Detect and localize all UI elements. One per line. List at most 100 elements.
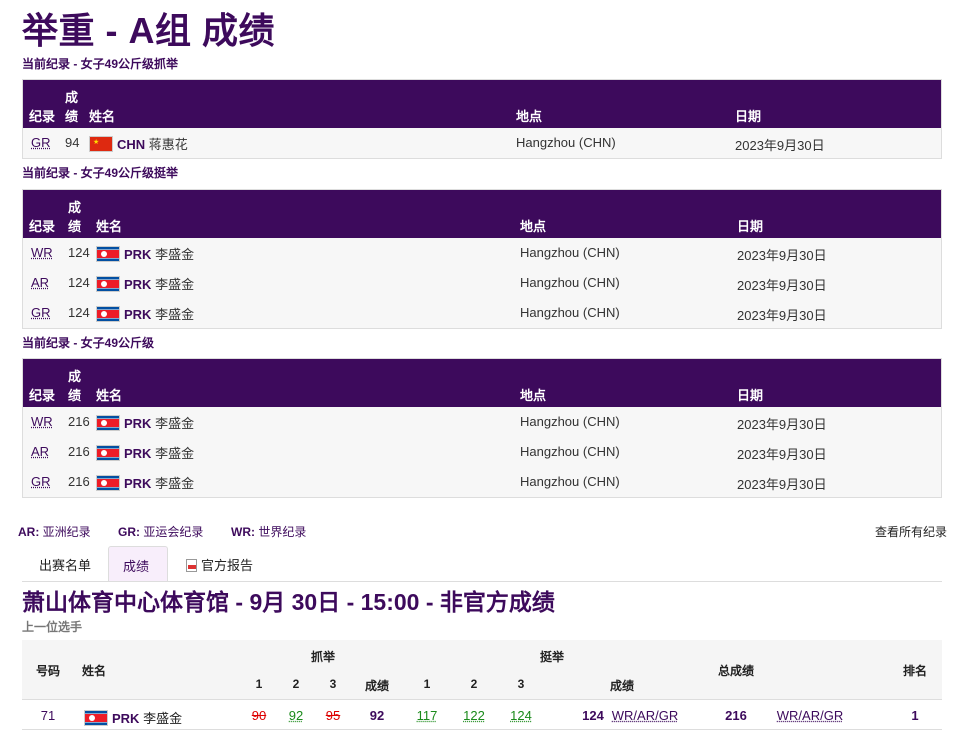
previous-athlete-link[interactable]: 上一位选手	[22, 620, 83, 634]
header-name: 姓名	[89, 109, 116, 124]
tab-start-list[interactable]: 出赛名单	[39, 558, 92, 573]
header-result: 成	[68, 369, 82, 384]
athlete[interactable]: PRK 李盛金	[96, 274, 194, 293]
record-table-title: 当前纪录 - 女子49公斤级抓举	[22, 57, 179, 71]
athlete[interactable]: CHN 蒋惠花	[89, 134, 188, 153]
record-table-header: 纪录 成 绩 姓名 地点 日期	[23, 359, 941, 407]
header-date: 日期	[735, 109, 762, 124]
header-attempt: 3	[517, 677, 525, 691]
record-result: 124	[68, 305, 90, 320]
snatch-result: 92	[369, 708, 385, 723]
tab-official-report[interactable]: 官方报告	[172, 546, 267, 581]
record-table: 纪录 成 绩 姓名 地点 日期 WR 216 PRK 李盛金 Hangzhou …	[22, 358, 942, 498]
record-date: 2023年9月30日	[735, 138, 825, 153]
view-all-records-link[interactable]: 查看所有纪录	[874, 525, 947, 539]
record-result: 124	[68, 245, 90, 260]
record-row: GR 124 PRK 李盛金 Hangzhou (CHN) 2023年9月30日	[23, 298, 941, 328]
header-date: 日期	[737, 388, 764, 403]
noc: PRK	[112, 711, 140, 726]
cj-result: 124	[582, 708, 604, 723]
header-snatch-result: 成绩	[364, 679, 390, 693]
header-name: 姓名	[81, 664, 107, 678]
page-title: 举重 - A组 成绩	[22, 10, 275, 51]
header-attempt: 1	[255, 677, 263, 691]
header-result: 成	[65, 90, 79, 105]
record-table-header: 纪录 成 绩 姓名 地点 日期	[23, 190, 941, 238]
record-date: 2023年9月30日	[737, 447, 827, 462]
athlete-name: 李盛金	[155, 416, 195, 431]
header-attempt: 2	[470, 677, 478, 691]
athlete[interactable]: PRK 李盛金	[96, 304, 194, 323]
record-abbr-link[interactable]: AR	[31, 275, 50, 290]
table-row[interactable]: 71 PRK 李盛金 90 92 95 92 117 122 124 124 W…	[22, 700, 942, 730]
legend-abbr: GR:	[118, 525, 140, 539]
header-date: 日期	[737, 219, 764, 234]
record-venue: Hangzhou (CHN)	[520, 474, 620, 489]
tab-results[interactable]: 成绩	[108, 546, 168, 581]
record-date: 2023年9月30日	[737, 278, 827, 293]
noc: PRK	[124, 476, 152, 491]
athlete[interactable]: PRK 李盛金	[96, 473, 194, 492]
record-venue: Hangzhou (CHN)	[520, 444, 620, 459]
athlete[interactable]: PRK 李盛金	[96, 244, 194, 263]
record-abbr-link[interactable]: AR	[31, 444, 50, 459]
header-name: 姓名	[96, 219, 123, 234]
header-venue: 地点	[520, 388, 547, 403]
prk-flag-icon	[96, 276, 120, 292]
record-venue: Hangzhou (CHN)	[516, 135, 616, 150]
record-venue: Hangzhou (CHN)	[520, 414, 620, 429]
prk-flag-icon	[96, 415, 120, 431]
legend-ar: AR: 亚洲纪录	[18, 523, 91, 540]
cj-records-link[interactable]: WR/AR/GR	[611, 708, 679, 723]
record-abbr-link[interactable]: GR	[31, 474, 51, 489]
record-table: 纪录 成 绩 姓名 地点 日期 GR 94 CHN 蒋惠花 Hangzhou (…	[22, 79, 942, 159]
total: 216	[725, 708, 747, 723]
athlete[interactable]: PRK 李盛金	[96, 413, 194, 432]
legend-text: 亚运会纪录	[143, 525, 204, 539]
cj-attempt-3: 124	[510, 708, 532, 723]
snatch-attempt-1: 90	[251, 708, 267, 723]
record-date: 2023年9月30日	[737, 308, 827, 323]
record-row: AR 216 PRK 李盛金 Hangzhou (CHN) 2023年9月30日	[23, 437, 941, 467]
total-records-link[interactable]: WR/AR/GR	[776, 708, 844, 723]
legend-gr: GR: 亚运会纪录	[118, 523, 203, 540]
noc: PRK	[124, 277, 152, 292]
record-table: 纪录 成 绩 姓名 地点 日期 WR 124 PRK 李盛金 Hangzhou …	[22, 189, 942, 329]
noc: PRK	[124, 416, 152, 431]
cj-attempt-1: 117	[416, 708, 438, 723]
cj-attempt-2: 122	[463, 708, 485, 723]
header-result: 绩	[68, 219, 82, 234]
rank: 1	[911, 708, 919, 723]
prk-flag-icon	[96, 475, 120, 491]
record-abbr-link[interactable]: GR	[31, 305, 51, 320]
legend-abbr: AR:	[18, 525, 40, 539]
header-record: 纪录	[29, 388, 56, 403]
noc: PRK	[124, 446, 152, 461]
athlete[interactable]: PRK 李盛金	[84, 708, 182, 727]
record-date: 2023年9月30日	[737, 477, 827, 492]
record-result: 94	[65, 135, 80, 150]
header-record: 纪录	[29, 109, 56, 124]
record-abbr-link[interactable]: WR	[31, 414, 53, 429]
record-abbr-link[interactable]: WR	[31, 245, 53, 260]
chn-flag-icon	[89, 136, 113, 152]
record-date: 2023年9月30日	[737, 417, 827, 432]
record-result: 216	[68, 474, 90, 489]
athlete-name: 李盛金	[155, 446, 195, 461]
record-result: 216	[68, 444, 90, 459]
athlete-name: 蒋惠花	[148, 137, 188, 152]
header-name: 姓名	[96, 388, 123, 403]
record-abbr-link[interactable]: GR	[31, 135, 51, 150]
results-table-header: 号码 姓名 抓举 1 2 3 成绩 挺举 1 2 3 成绩 总成绩 排名	[22, 640, 942, 700]
record-table-title: 当前纪录 - 女子49公斤级	[22, 336, 155, 350]
tab-divider	[22, 581, 942, 582]
athlete[interactable]: PRK 李盛金	[96, 443, 194, 462]
header-rank: 排名	[902, 664, 928, 678]
athlete-name: 李盛金	[155, 476, 195, 491]
header-record: 纪录	[29, 219, 56, 234]
legend-wr: WR: 世界纪录	[231, 523, 306, 540]
snatch-attempt-2: 92	[288, 708, 304, 723]
prk-flag-icon	[96, 445, 120, 461]
record-row: GR 94 CHN 蒋惠花 Hangzhou (CHN) 2023年9月30日	[23, 128, 941, 158]
header-venue: 地点	[516, 109, 543, 124]
